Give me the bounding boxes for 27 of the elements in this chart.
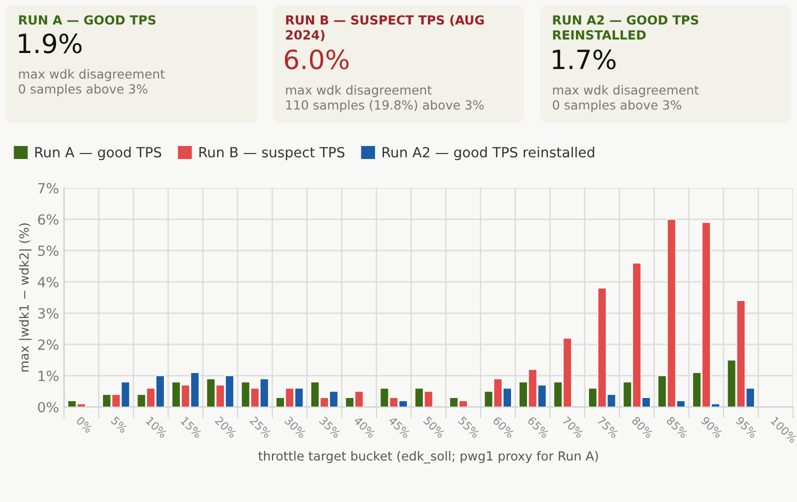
text: RUN B — SUSPECT TPS (AUG 2024) — [286, 15, 484, 42]
text: 1.9% — [18, 33, 82, 54]
y-tick-label: 1% — [38, 370, 58, 382]
x-tick-label: 5% — [110, 416, 128, 434]
text: 110 samples (19.8%) above 3% — [286, 100, 484, 112]
x-tick-label: 0% — [76, 416, 94, 434]
text: RUN A2 — GOOD TPS REINSTALLED — [553, 15, 698, 40]
text: max wdk disagreement — [553, 85, 699, 98]
y-axis-title: max |wdk1 − wdk2| (%) — [19, 223, 32, 372]
y-tick-label: 6% — [38, 214, 58, 225]
y-tick-label: 2% — [38, 339, 58, 350]
y-tick-label: 3% — [38, 308, 58, 319]
y-tick-label: 0% — [38, 402, 58, 412]
y-tick-label: 4% — [38, 276, 58, 288]
text: 6.0% — [284, 49, 349, 70]
y-tick-label: 5% — [38, 246, 58, 256]
y-tick-label: 7% — [38, 182, 58, 194]
text: 0 samples above 3% — [552, 100, 682, 112]
text: max wdk disagreement — [19, 69, 165, 82]
text: 0 samples above 3% — [18, 84, 148, 96]
text: 1.7% — [552, 49, 616, 70]
text: max wdk disagreement — [286, 85, 432, 98]
legend-label: Run A — good TPS — [35, 146, 162, 160]
x-axis-title: throttle target bucket (edk_soll; pwg1 proxy for Run A) — [258, 450, 598, 464]
legend-label: Run B — suspect TPS — [199, 146, 344, 160]
legend-label: Run A2 — good TPS reinstalled — [382, 146, 594, 160]
text: RUN A — GOOD TPS — [19, 15, 156, 25]
